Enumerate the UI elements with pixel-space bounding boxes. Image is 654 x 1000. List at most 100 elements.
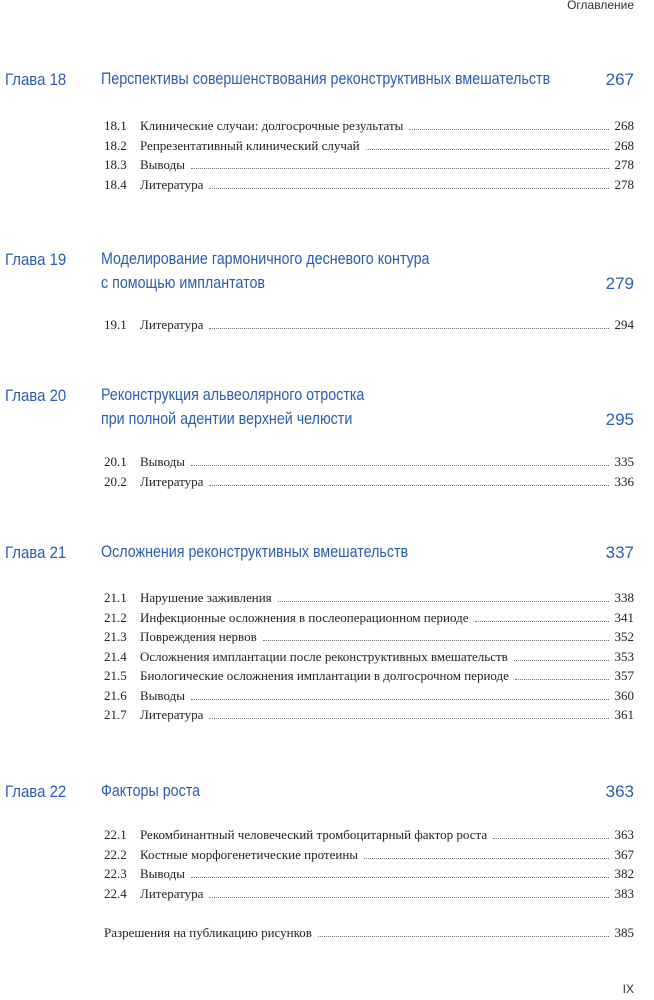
- dot-leader: [493, 826, 609, 839]
- entry-number: 18.3: [104, 157, 127, 172]
- entry-title: Разрешения на публикацию рисунков: [104, 925, 312, 940]
- toc-entry[interactable]: 20.1 Выводы 335: [104, 452, 634, 471]
- dot-leader: [190, 865, 609, 878]
- entry-page: 278: [614, 157, 635, 172]
- toc-entry[interactable]: 21.2 Инфекционные осложнения в послеопера…: [104, 608, 634, 627]
- chapter-page: 267: [605, 70, 634, 89]
- entry-title: Инфекционные осложнения в послеоперацион…: [140, 609, 469, 625]
- running-header: Оглавление: [567, 0, 634, 12]
- entry-page: 278: [614, 176, 635, 192]
- toc-entry[interactable]: 18.1 Клинические случаи: долгосрочные рез…: [104, 116, 634, 135]
- entry-number: 20.2: [104, 473, 127, 489]
- chapter-page: 363: [605, 782, 634, 801]
- entry-number: 21.6: [104, 687, 127, 703]
- chapter-page: 295: [605, 410, 634, 429]
- chapter-page: 279: [605, 274, 634, 293]
- entry-page: 336: [614, 473, 635, 489]
- entry-number: 22.2: [104, 846, 127, 862]
- entry-number: 18.1: [104, 118, 127, 133]
- entry-page: 352: [614, 629, 635, 644]
- entry-page: 385: [614, 925, 635, 940]
- entry-number: 22.4: [104, 885, 127, 901]
- toc-entry[interactable]: 22.4 Литература 383: [104, 884, 634, 903]
- entry-title: Литература: [140, 317, 204, 332]
- toc-entry[interactable]: 21.6 Выводы 360: [104, 686, 634, 705]
- dot-leader: [409, 117, 609, 130]
- entry-page: 363: [614, 827, 635, 842]
- dot-leader: [474, 609, 609, 622]
- entry-page: 268: [614, 118, 635, 133]
- entry-title: Повреждения нервов: [140, 629, 257, 644]
- entry-title: Литература: [140, 176, 204, 192]
- toc-entry[interactable]: 20.2 Литература 336: [104, 472, 634, 491]
- dot-leader: [190, 453, 609, 466]
- toc-entry-permissions[interactable]: Разрешения на публикацию рисунков 385: [104, 923, 634, 942]
- entry-number: 22.3: [104, 866, 127, 881]
- chapter-title[interactable]: с помощью имплантатов: [101, 273, 266, 292]
- entry-number: 21.4: [104, 648, 127, 664]
- chapter-title[interactable]: Реконструкция альвеолярного отростка: [101, 385, 365, 404]
- toc-entry[interactable]: 21.1 Нарушение заживления 338: [104, 588, 634, 607]
- chapter-title[interactable]: Перспективы совершенствования реконструк…: [101, 69, 551, 88]
- chapter-page: 337: [605, 543, 634, 562]
- dot-leader: [364, 846, 609, 859]
- entry-title: Репрезентативный клинический случай: [140, 137, 360, 153]
- entry-title: Клинические случаи: долгосрочные результ…: [140, 118, 404, 133]
- entry-page: 382: [614, 866, 635, 881]
- dot-leader: [209, 885, 609, 898]
- toc-entry[interactable]: 21.3 Повреждения нервов 352: [104, 627, 634, 646]
- entry-title: Рекомбинантный человеческий тромбоцитарн…: [140, 827, 488, 842]
- entry-number: 18.2: [104, 137, 127, 153]
- dot-leader: [209, 706, 609, 719]
- entry-title: Выводы: [140, 454, 185, 469]
- entry-title: Выводы: [140, 157, 185, 172]
- dot-leader: [209, 473, 609, 486]
- chapter-title[interactable]: Моделирование гармоничного десневого кон…: [101, 249, 430, 268]
- entry-page: 294: [614, 317, 635, 332]
- chapter-title[interactable]: Факторы роста: [101, 781, 201, 800]
- entry-number: 20.1: [104, 454, 127, 469]
- entry-page: 341: [614, 609, 635, 625]
- entry-number: 18.4: [104, 176, 127, 192]
- chapter-title[interactable]: при полной адентии верхней челюсти: [101, 409, 353, 428]
- entry-title: Осложнения имплантации после реконструкт…: [140, 648, 508, 664]
- chapter-title[interactable]: Осложнения реконструктивных вмешательств: [101, 542, 409, 561]
- chapter-label: Глава 20: [5, 386, 67, 405]
- entry-title: Литература: [140, 473, 204, 489]
- entry-title: Нарушение заживления: [140, 590, 272, 605]
- dot-leader: [209, 176, 609, 189]
- entry-page: 335: [614, 454, 635, 469]
- entry-page: 268: [614, 137, 635, 153]
- dot-leader: [277, 589, 609, 602]
- dot-leader: [190, 156, 609, 169]
- entry-page: 357: [614, 668, 635, 683]
- toc-entry[interactable]: 22.3 Выводы 382: [104, 864, 634, 883]
- entry-title: Биологические осложнения имплантации в д…: [140, 668, 509, 683]
- entry-number: 21.1: [104, 590, 127, 605]
- chapter-label: Глава 21: [5, 543, 67, 562]
- toc-entry[interactable]: 19.1 Литература 294: [104, 315, 634, 334]
- entry-title: Литература: [140, 885, 204, 901]
- dot-leader: [317, 924, 609, 937]
- dot-leader: [209, 316, 609, 329]
- entry-number: 21.3: [104, 629, 127, 644]
- toc-entry[interactable]: 18.3 Выводы 278: [104, 155, 634, 174]
- entry-page: 353: [614, 648, 635, 664]
- toc-entry[interactable]: 18.2 Репрезентативный клинический случай 2…: [104, 136, 634, 155]
- chapter-label: Глава 18: [5, 70, 67, 89]
- toc-entry[interactable]: 22.1 Рекомбинантный человеческий тромбоци…: [104, 825, 634, 844]
- entry-number: 21.5: [104, 668, 127, 683]
- toc-entry[interactable]: 21.4 Осложнения имплантации после реконст…: [104, 647, 634, 666]
- entry-number: 21.2: [104, 609, 127, 625]
- entry-number: 21.7: [104, 707, 127, 722]
- toc-entry[interactable]: 22.2 Костные морфогенетические протеины 36…: [104, 845, 634, 864]
- toc-entry[interactable]: 21.7 Литература 361: [104, 705, 634, 724]
- dot-leader: [365, 137, 609, 150]
- toc-entry[interactable]: 21.5 Биологические осложнения имплантации…: [104, 666, 634, 685]
- entry-title: Костные морфогенетические протеины: [140, 846, 359, 862]
- entry-title: Выводы: [140, 687, 185, 703]
- chapter-label: Глава 22: [5, 782, 67, 801]
- dot-leader: [190, 687, 609, 700]
- toc-entry[interactable]: 18.4 Литература 278: [104, 175, 634, 194]
- dot-leader: [513, 648, 609, 661]
